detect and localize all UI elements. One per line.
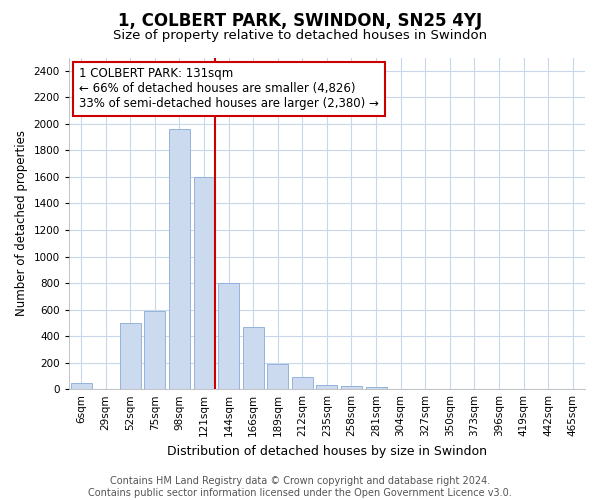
Bar [292,377,313,389]
Y-axis label: Number of detached properties: Number of detached properties [15,130,28,316]
Bar [71,382,92,389]
Text: Contains HM Land Registry data © Crown copyright and database right 2024.
Contai: Contains HM Land Registry data © Crown c… [88,476,512,498]
Bar [243,327,263,389]
Bar [365,387,386,389]
Bar [218,283,239,389]
Bar [169,129,190,389]
Bar [439,388,460,389]
Bar [316,385,337,389]
Text: Size of property relative to detached houses in Swindon: Size of property relative to detached ho… [113,29,487,42]
Bar [268,364,288,389]
Bar [194,177,214,389]
Bar [341,386,362,389]
Text: 1 COLBERT PARK: 131sqm
← 66% of detached houses are smaller (4,826)
33% of semi-: 1 COLBERT PARK: 131sqm ← 66% of detached… [79,68,379,110]
Bar [145,311,166,389]
X-axis label: Distribution of detached houses by size in Swindon: Distribution of detached houses by size … [167,444,487,458]
Text: 1, COLBERT PARK, SWINDON, SN25 4YJ: 1, COLBERT PARK, SWINDON, SN25 4YJ [118,12,482,30]
Bar [120,323,141,389]
